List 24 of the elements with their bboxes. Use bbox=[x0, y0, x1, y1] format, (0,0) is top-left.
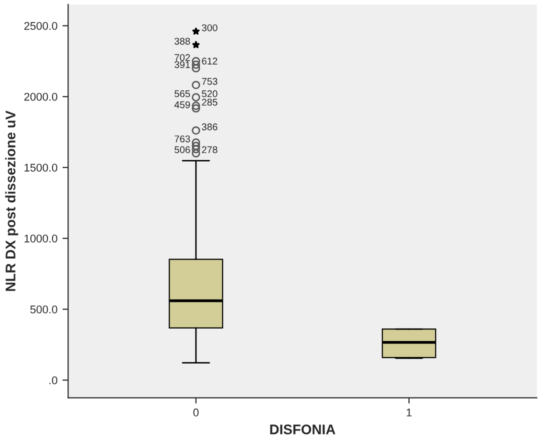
annotation: 520 bbox=[202, 90, 218, 98]
annotation: 285 bbox=[202, 98, 218, 106]
annotation: 753 bbox=[202, 78, 218, 85]
y-tick-label: 500.0 bbox=[30, 306, 58, 314]
y-tick-label: 2000.0 bbox=[24, 92, 58, 101]
annotation: 763 bbox=[174, 135, 190, 142]
y-axis-title: NLR DX post dissezione uV bbox=[5, 110, 18, 291]
y-tick-label: 2500.0 bbox=[24, 22, 58, 30]
x-tick-label: 1 bbox=[406, 408, 412, 416]
x-axis-title: DISFONIA bbox=[270, 424, 336, 434]
y-tick-label: 1500.0 bbox=[24, 164, 58, 172]
annotation: 386 bbox=[202, 123, 218, 130]
y-tick-label: .0 bbox=[49, 376, 58, 384]
annotation: 300 bbox=[202, 24, 218, 32]
x-tick-label: 0 bbox=[193, 408, 199, 416]
annotation: 702 bbox=[174, 54, 190, 62]
annotation: 391 bbox=[174, 61, 190, 68]
y-tick-label: 1000.0 bbox=[24, 234, 58, 242]
annotation: 565 bbox=[174, 90, 190, 98]
annotation: 278 bbox=[202, 146, 218, 154]
annotation: 459 bbox=[174, 101, 190, 108]
annotation: 388 bbox=[174, 38, 190, 45]
annotation: 506 bbox=[174, 146, 190, 154]
annotation: 612 bbox=[202, 58, 218, 65]
